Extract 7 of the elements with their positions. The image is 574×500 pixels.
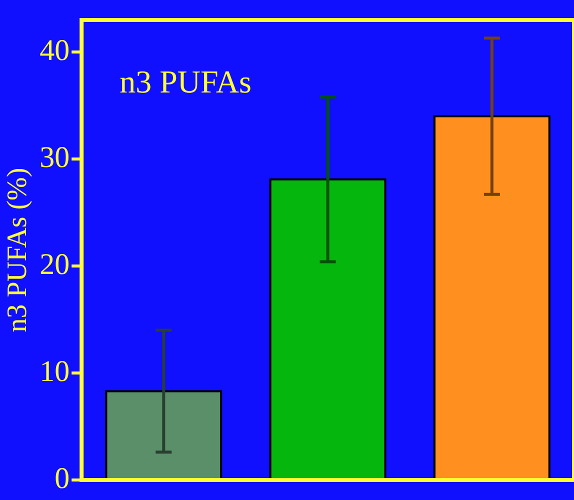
y-tick-label: 0 — [54, 462, 70, 495]
y-tick-label: 30 — [40, 140, 70, 174]
annotation: n3 PUFAs — [120, 63, 252, 100]
y-tick-label: 20 — [40, 248, 70, 281]
y-tick-label: 10 — [40, 354, 70, 388]
y-axis-title: n3 PUFAs (%) — [2, 168, 34, 332]
y-tick-label: 40 — [40, 34, 70, 67]
